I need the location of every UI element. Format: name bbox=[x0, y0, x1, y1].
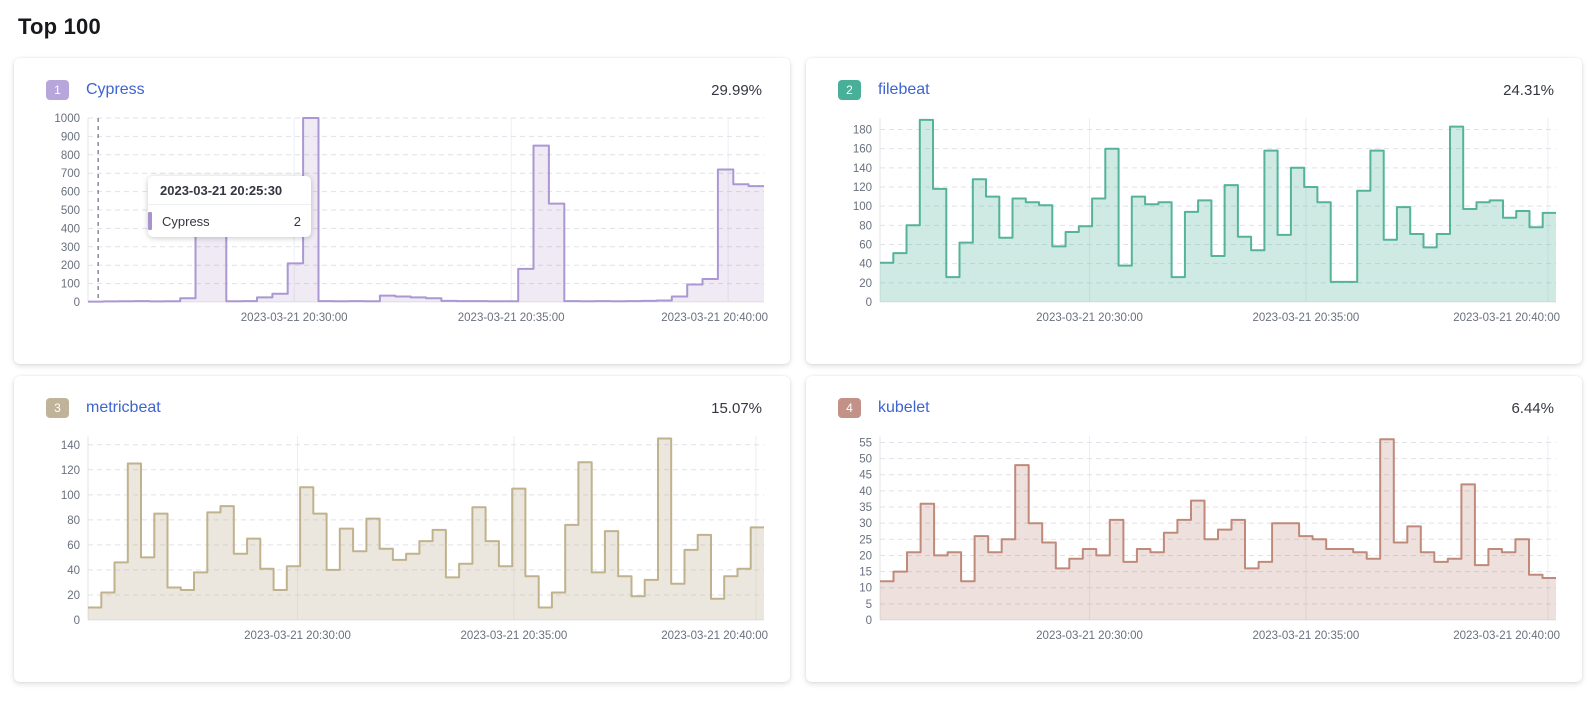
tooltip-series-value: 2 bbox=[293, 213, 301, 229]
svg-text:80: 80 bbox=[859, 220, 872, 232]
svg-text:2023-03-21 20:40:00: 2023-03-21 20:40:00 bbox=[1453, 312, 1560, 324]
svg-text:2023-03-21 20:35:00: 2023-03-21 20:35:00 bbox=[458, 312, 565, 324]
svg-text:2023-03-21 20:30:00: 2023-03-21 20:30:00 bbox=[241, 312, 348, 324]
series-link-cypress[interactable]: Cypress bbox=[86, 81, 145, 98]
svg-text:120: 120 bbox=[853, 182, 872, 194]
svg-text:160: 160 bbox=[853, 144, 872, 156]
percent-value: 24.31% bbox=[1503, 81, 1554, 99]
panel-header: 1 Cypress 29.99% bbox=[28, 80, 790, 100]
tooltip-series-marker bbox=[148, 212, 152, 230]
panel-kubelet: 4 kubelet 6.44% 2023-03-21 20:30:00 2023-… bbox=[806, 376, 1582, 682]
svg-text:55: 55 bbox=[859, 437, 872, 449]
tooltip-series-label: Cypress bbox=[162, 213, 210, 229]
svg-text:80: 80 bbox=[67, 515, 80, 527]
svg-text:900: 900 bbox=[61, 131, 80, 143]
svg-text:40: 40 bbox=[859, 259, 872, 271]
svg-text:0: 0 bbox=[74, 297, 80, 309]
percent-value: 29.99% bbox=[711, 81, 762, 99]
area-chart-filebeat[interactable]: 2023-03-21 20:30:00 2023-03-21 20:35:00 20… bbox=[820, 112, 1576, 327]
svg-text:2023-03-21 20:35:00: 2023-03-21 20:35:00 bbox=[1252, 312, 1359, 324]
series-link-metricbeat[interactable]: metricbeat bbox=[86, 399, 161, 416]
svg-text:0: 0 bbox=[866, 615, 872, 627]
svg-text:25: 25 bbox=[859, 534, 872, 546]
rank-badge: 3 bbox=[46, 398, 69, 418]
svg-text:140: 140 bbox=[61, 440, 80, 452]
svg-text:5: 5 bbox=[866, 599, 872, 611]
panel-filebeat: 2 filebeat 24.31% 2023-03-21 20:30:00 202… bbox=[806, 58, 1582, 364]
svg-text:400: 400 bbox=[61, 223, 80, 235]
svg-text:700: 700 bbox=[61, 168, 80, 180]
svg-text:120: 120 bbox=[61, 465, 80, 477]
svg-text:200: 200 bbox=[61, 260, 80, 272]
svg-text:100: 100 bbox=[853, 201, 872, 213]
svg-text:100: 100 bbox=[61, 490, 80, 502]
percent-value: 15.07% bbox=[711, 399, 762, 417]
panel-cypress: 1 Cypress 29.99% 2023-03-21 20:30:00 2023… bbox=[14, 58, 790, 364]
svg-text:0: 0 bbox=[866, 297, 872, 309]
svg-text:500: 500 bbox=[61, 205, 80, 217]
svg-text:300: 300 bbox=[61, 242, 80, 254]
svg-text:2023-03-21 20:40:00: 2023-03-21 20:40:00 bbox=[661, 312, 768, 324]
svg-text:30: 30 bbox=[859, 518, 872, 530]
svg-text:50: 50 bbox=[859, 454, 872, 466]
svg-text:2023-03-21 20:30:00: 2023-03-21 20:30:00 bbox=[1036, 630, 1143, 642]
svg-text:180: 180 bbox=[853, 125, 872, 137]
tooltip-series-row: Cypress 2 bbox=[148, 205, 311, 237]
panel-metricbeat: 3 metricbeat 15.07% 2023-03-21 20:30:00 2… bbox=[14, 376, 790, 682]
svg-text:0: 0 bbox=[74, 615, 80, 627]
rank-badge: 2 bbox=[838, 80, 861, 100]
svg-text:2023-03-21 20:40:00: 2023-03-21 20:40:00 bbox=[661, 630, 768, 642]
panel-grid: 1 Cypress 29.99% 2023-03-21 20:30:00 2023… bbox=[14, 58, 1582, 682]
series-link-filebeat[interactable]: filebeat bbox=[878, 81, 930, 98]
panel-header: 4 kubelet 6.44% bbox=[820, 398, 1582, 418]
svg-text:2023-03-21 20:30:00: 2023-03-21 20:30:00 bbox=[244, 630, 351, 642]
area-chart-metricbeat[interactable]: 2023-03-21 20:30:00 2023-03-21 20:35:00 20… bbox=[28, 430, 784, 645]
chart-tooltip: 2023-03-21 20:25:30 Cypress 2 bbox=[148, 176, 311, 237]
svg-text:600: 600 bbox=[61, 187, 80, 199]
svg-text:60: 60 bbox=[859, 240, 872, 252]
svg-text:2023-03-21 20:35:00: 2023-03-21 20:35:00 bbox=[1252, 630, 1359, 642]
svg-text:20: 20 bbox=[67, 590, 80, 602]
svg-text:15: 15 bbox=[859, 567, 872, 579]
svg-text:140: 140 bbox=[853, 163, 872, 175]
svg-text:40: 40 bbox=[67, 565, 80, 577]
rank-badge: 4 bbox=[838, 398, 861, 418]
panel-header: 3 metricbeat 15.07% bbox=[28, 398, 790, 418]
rank-badge: 1 bbox=[46, 80, 69, 100]
svg-text:2023-03-21 20:40:00: 2023-03-21 20:40:00 bbox=[1453, 630, 1560, 642]
svg-text:35: 35 bbox=[859, 502, 872, 514]
svg-text:2023-03-21 20:30:00: 2023-03-21 20:30:00 bbox=[1036, 312, 1143, 324]
svg-text:2023-03-21 20:35:00: 2023-03-21 20:35:00 bbox=[460, 630, 567, 642]
series-link-kubelet[interactable]: kubelet bbox=[878, 399, 930, 416]
panel-header: 2 filebeat 24.31% bbox=[820, 80, 1582, 100]
svg-text:800: 800 bbox=[61, 150, 80, 162]
percent-value: 6.44% bbox=[1511, 399, 1554, 417]
page-title: Top 100 bbox=[18, 14, 101, 39]
area-chart-cypress[interactable]: 2023-03-21 20:30:00 2023-03-21 20:35:00 20… bbox=[28, 112, 784, 327]
svg-text:40: 40 bbox=[859, 486, 872, 498]
svg-text:60: 60 bbox=[67, 540, 80, 552]
svg-text:20: 20 bbox=[859, 550, 872, 562]
dashboard: Top 100 1 Cypress 29.99% 2023-03-21 20:3… bbox=[14, 14, 1582, 682]
svg-text:100: 100 bbox=[61, 279, 80, 291]
area-chart-kubelet[interactable]: 2023-03-21 20:30:00 2023-03-21 20:35:00 20… bbox=[820, 430, 1576, 645]
svg-text:45: 45 bbox=[859, 470, 872, 482]
tooltip-timestamp: 2023-03-21 20:25:30 bbox=[148, 176, 311, 205]
svg-text:10: 10 bbox=[859, 583, 872, 595]
svg-text:1000: 1000 bbox=[54, 113, 80, 125]
svg-text:20: 20 bbox=[859, 278, 872, 290]
